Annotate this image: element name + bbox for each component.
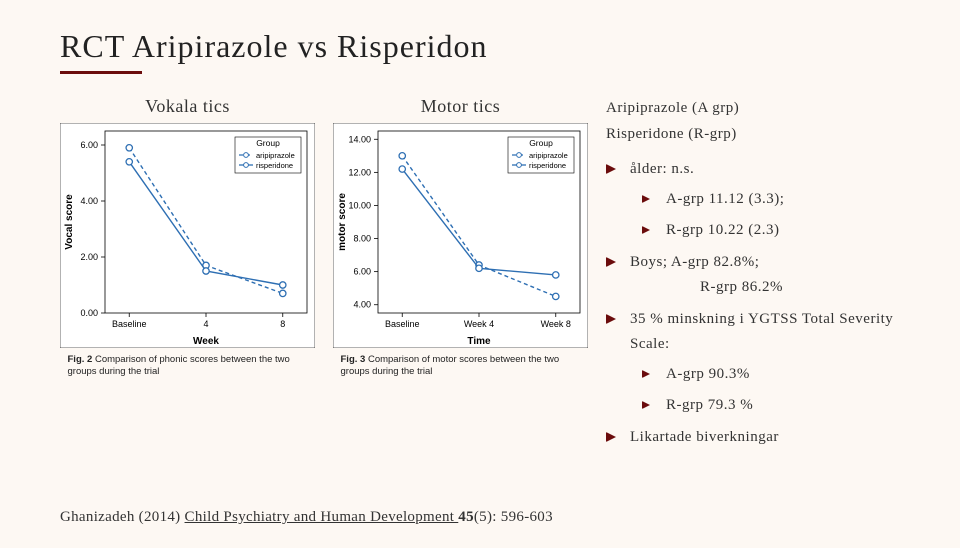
bullet-boys: Boys; A-grp 82.8%; R-grp 86.2% bbox=[606, 250, 900, 301]
bullet-reduction-a: A-grp 90.3% bbox=[642, 362, 900, 388]
svg-text:8: 8 bbox=[280, 319, 285, 329]
svg-text:4.00: 4.00 bbox=[353, 300, 371, 310]
svg-text:Group: Group bbox=[529, 138, 553, 148]
bullet-reduction-text: 35 % minskning i YGTSS Total Severity Sc… bbox=[630, 311, 893, 353]
svg-text:4.00: 4.00 bbox=[80, 196, 98, 206]
bullet-side-effects: Likartade biverkningar bbox=[606, 425, 900, 451]
svg-text:2.00: 2.00 bbox=[80, 252, 98, 262]
motor-caption-text: Comparison of motor scores between the t… bbox=[341, 354, 560, 377]
svg-text:8.00: 8.00 bbox=[353, 234, 371, 244]
bullet-age-r: R-grp 10.22 (2.3) bbox=[642, 218, 900, 244]
svg-text:Week: Week bbox=[193, 336, 219, 347]
svg-text:Vocal score: Vocal score bbox=[64, 194, 75, 250]
svg-text:Baseline: Baseline bbox=[385, 319, 420, 329]
bullet-boys-sub: R-grp 86.2% bbox=[630, 275, 900, 301]
citation-issue-pages: (5): 596-603 bbox=[474, 509, 553, 525]
svg-text:6.00: 6.00 bbox=[80, 140, 98, 150]
bullet-boys-text: Boys; A-grp 82.8%; bbox=[630, 254, 759, 270]
svg-text:6.00: 6.00 bbox=[353, 267, 371, 277]
motor-chart-column: Motor tics 4.00 6.00 8.00 10.00 12.00 14.00 mo… bbox=[333, 96, 588, 456]
bullet-reduction: 35 % minskning i YGTSS Total Severity Sc… bbox=[606, 307, 900, 419]
svg-text:12.00: 12.00 bbox=[348, 167, 371, 177]
svg-text:Baseline: Baseline bbox=[112, 319, 147, 329]
citation: Ghanizadeh (2014) Child Psychiatry and H… bbox=[60, 509, 553, 526]
motor-chart: 4.00 6.00 8.00 10.00 12.00 14.00 motor score Ba… bbox=[333, 123, 588, 348]
svg-text:14.00: 14.00 bbox=[348, 134, 371, 144]
vocal-chart-column: Vokala tics 0.00 2.00 4.00 6.00 Vocal score B… bbox=[60, 96, 315, 456]
group-names: Aripiprazole (A grp) Risperidone (R-grp) bbox=[606, 96, 900, 147]
group-a-line: Aripiprazole (A grp) bbox=[606, 96, 900, 122]
citation-author: Ghanizadeh (2014) bbox=[60, 509, 185, 525]
svg-text:4: 4 bbox=[203, 319, 208, 329]
svg-text:risperidone: risperidone bbox=[256, 161, 293, 170]
vocal-caption-text: Comparison of phonic scores between the … bbox=[68, 354, 290, 377]
svg-text:risperidone: risperidone bbox=[529, 161, 566, 170]
motor-caption-label: Fig. 3 bbox=[341, 354, 366, 365]
motor-chart-caption: Fig. 3 Comparison of motor scores betwee… bbox=[341, 354, 581, 379]
svg-text:Group: Group bbox=[256, 138, 280, 148]
bullets-panel: Aripiprazole (A grp) Risperidone (R-grp)… bbox=[606, 96, 900, 456]
vocal-caption-label: Fig. 2 bbox=[68, 354, 93, 365]
bullet-reduction-r: R-grp 79.3 % bbox=[642, 393, 900, 419]
svg-text:Week 4: Week 4 bbox=[464, 319, 494, 329]
bullet-age-a: A-grp 11.12 (3.3); bbox=[642, 187, 900, 213]
svg-text:motor score: motor score bbox=[337, 193, 348, 251]
vocal-chart-caption: Fig. 2 Comparison of phonic scores betwe… bbox=[68, 354, 308, 379]
svg-text:10.00: 10.00 bbox=[348, 200, 371, 210]
motor-chart-header: Motor tics bbox=[421, 96, 501, 117]
citation-vol: 45 bbox=[458, 509, 474, 525]
svg-text:aripiprazole: aripiprazole bbox=[529, 151, 568, 160]
bullet-age: ålder: n.s. A-grp 11.12 (3.3); R-grp 10.… bbox=[606, 157, 900, 244]
vocal-chart: 0.00 2.00 4.00 6.00 Vocal score Baseline 4 8 Wee… bbox=[60, 123, 315, 348]
citation-journal: Child Psychiatry and Human Development bbox=[185, 509, 459, 525]
svg-text:aripiprazole: aripiprazole bbox=[256, 151, 295, 160]
vocal-chart-header: Vokala tics bbox=[145, 96, 230, 117]
bullet-age-text: ålder: n.s. bbox=[630, 161, 694, 177]
svg-text:Time: Time bbox=[467, 336, 491, 347]
page-title: RCT Aripirazole vs Risperidon bbox=[60, 28, 900, 65]
svg-text:0.00: 0.00 bbox=[80, 308, 98, 318]
svg-text:Week 8: Week 8 bbox=[541, 319, 571, 329]
content-row: Vokala tics 0.00 2.00 4.00 6.00 Vocal score B… bbox=[60, 96, 900, 456]
group-r-line: Risperidone (R-grp) bbox=[606, 122, 900, 148]
title-underline bbox=[60, 71, 142, 74]
bullet-list: ålder: n.s. A-grp 11.12 (3.3); R-grp 10.… bbox=[606, 157, 900, 450]
